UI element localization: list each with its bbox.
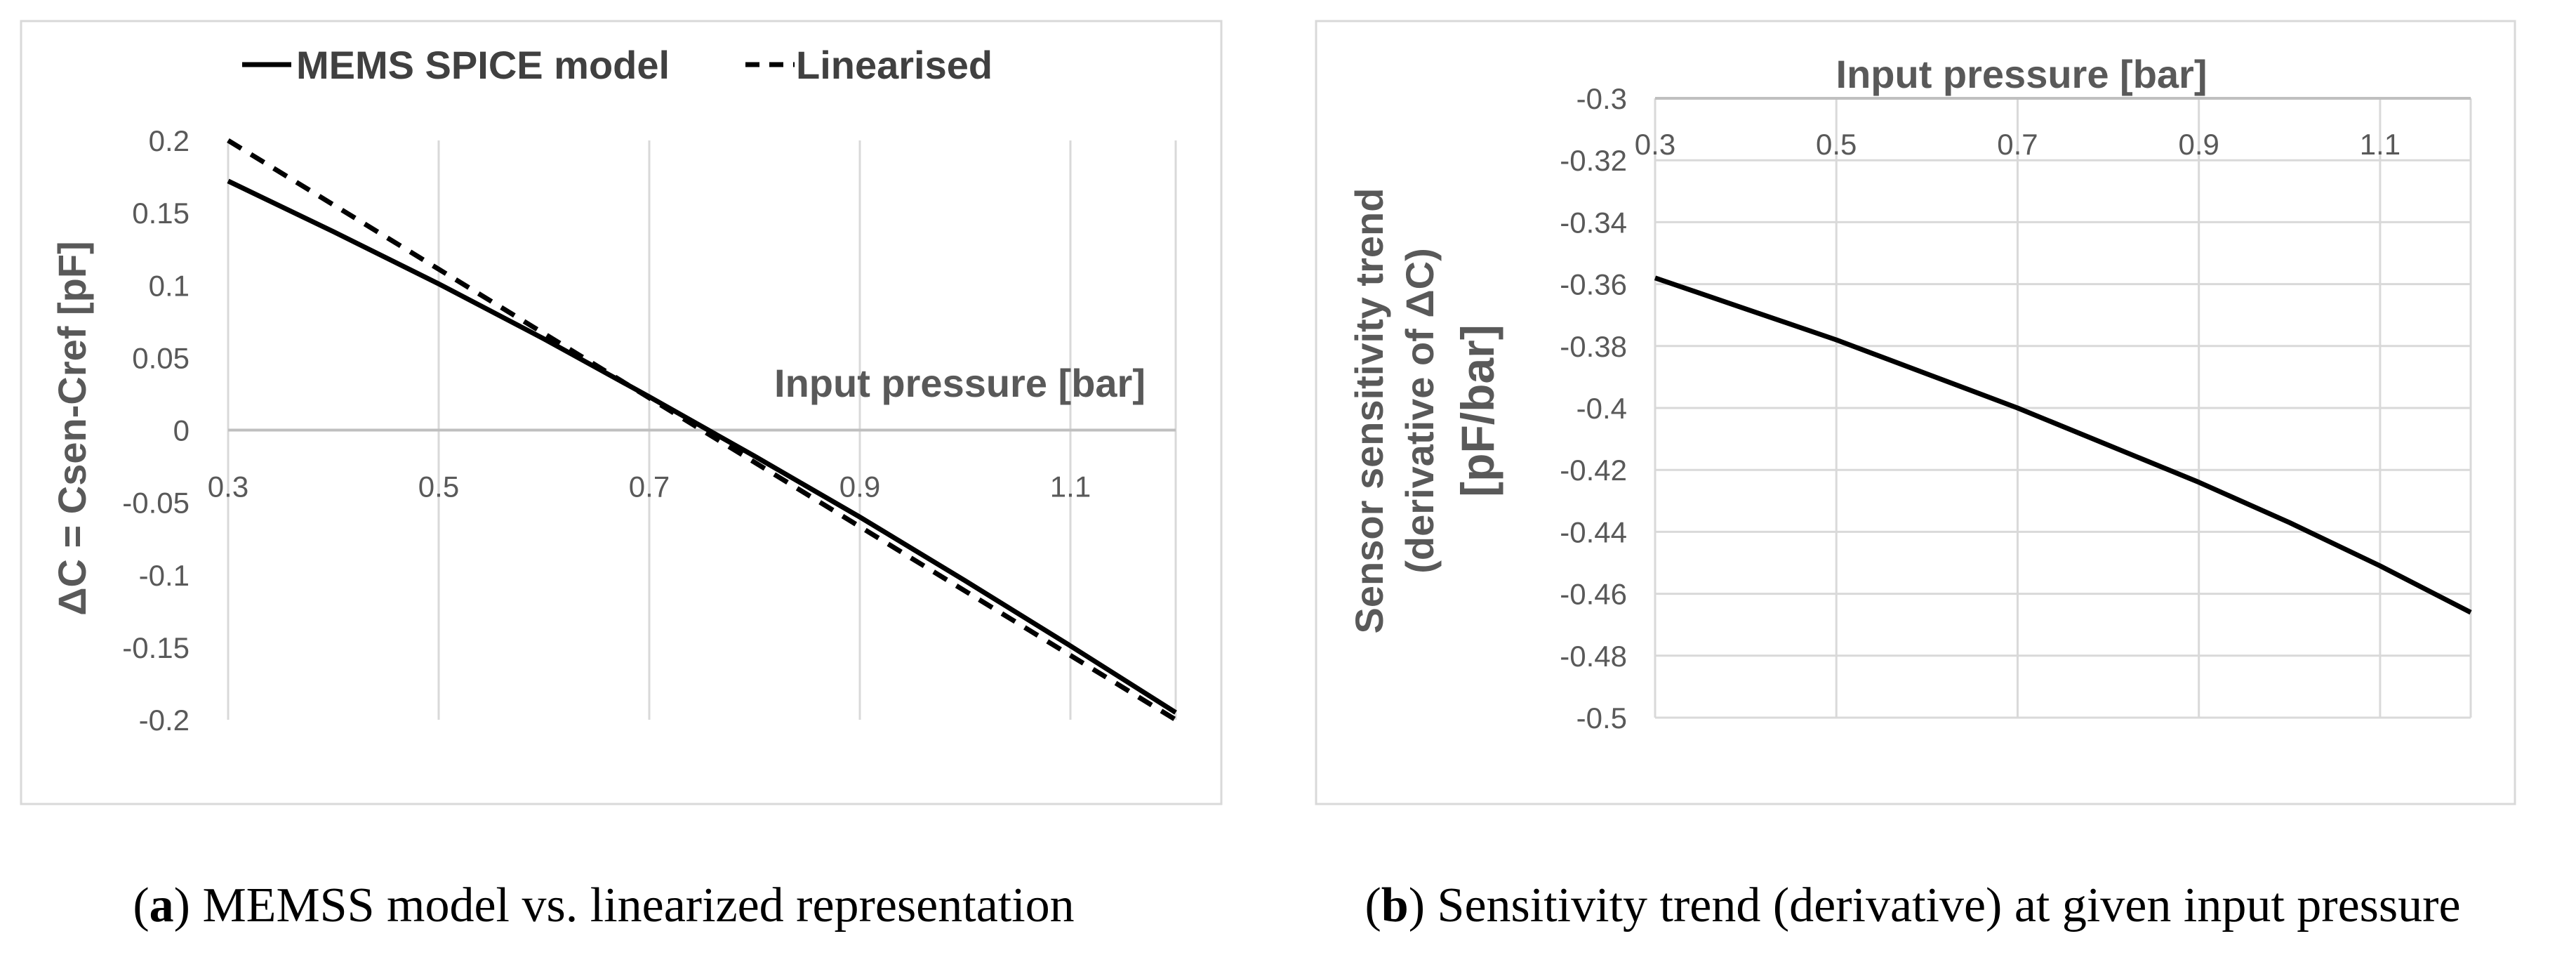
caption-a-text: MEMSS model vs. linearized representatio… bbox=[202, 878, 1074, 933]
chart-b: -0.3 -0.32 -0.34 -0.36 -0.38 -0.4 -0.42 -0.44 -0… bbox=[1315, 20, 2516, 805]
chart-a-x-tick-label: 0.7 bbox=[629, 470, 670, 503]
caption-b-text: Sensitivity trend (derivative) at given … bbox=[1438, 878, 2461, 933]
chart-a-y-tick-label: 0.15 bbox=[132, 197, 190, 230]
chart-a-x-tick-label: 1.1 bbox=[1050, 470, 1091, 503]
chart-a-x-tick-label: 0.9 bbox=[839, 470, 880, 503]
chart-a-y-tick-label: 0 bbox=[173, 414, 190, 447]
chart-a-y-tick-label: -0.15 bbox=[122, 631, 190, 664]
chart-b-x-tick-label: 0.7 bbox=[1997, 128, 2038, 161]
chart-a-y-tick-label: 0.05 bbox=[132, 341, 190, 374]
chart-b-y-tick-label: -0.38 bbox=[1560, 330, 1627, 363]
legend-label-series-2: Linearised bbox=[796, 43, 992, 87]
chart-b-y-tick-label: -0.36 bbox=[1560, 268, 1627, 301]
chart-b-x-axis-title: Input pressure [bar] bbox=[1836, 52, 2207, 96]
chart-b-y-tick-label: -0.3 bbox=[1576, 82, 1627, 115]
chart-b-x-tick-label: 0.9 bbox=[2178, 128, 2219, 161]
chart-b-y-axis-title-line-2: (derivative of ΔC) bbox=[1397, 248, 1442, 573]
chart-b-y-tick-label: -0.5 bbox=[1576, 701, 1627, 734]
chart-a-y-tick-label: -0.1 bbox=[139, 559, 190, 592]
chart-b-y-tick-label: -0.48 bbox=[1560, 640, 1627, 673]
caption-a-label: a bbox=[150, 878, 174, 933]
chart-a-series bbox=[227, 138, 1177, 722]
chart-a-x-tick-label: 0.5 bbox=[418, 470, 459, 503]
chart-b-x-tick-label: 1.1 bbox=[2360, 128, 2401, 161]
chart-a-frame bbox=[20, 20, 1223, 805]
chart-a-x-axis-title: Input pressure [bar] bbox=[774, 361, 1146, 405]
chart-b-x-tick-labels: 0.3 0.5 0.7 0.9 1.1 bbox=[1635, 128, 2401, 161]
chart-b-series-line-1 bbox=[1654, 275, 2472, 615]
chart-a-y-tick-label: -0.2 bbox=[139, 704, 190, 737]
chart-a-x-tick-labels: 0.3 0.5 0.7 0.9 1.1 bbox=[208, 470, 1091, 503]
chart-b-y-axis-title-line-3: [pF/bar] bbox=[1452, 324, 1503, 497]
chart-b-y-tick-label: -0.44 bbox=[1560, 515, 1627, 548]
caption-b-label: b bbox=[1381, 878, 1409, 933]
chart-a-y-axis-title: ΔC = Csen-Cref [pF] bbox=[50, 241, 94, 615]
chart-b-y-tick-label: -0.46 bbox=[1560, 578, 1627, 611]
chart-b-x-tick-label: 0.5 bbox=[1816, 128, 1857, 161]
chart-a-legend: MEMS SPICE model Linearised bbox=[242, 43, 992, 87]
chart-b-series bbox=[1654, 275, 2472, 615]
caption-a: (a) MEMSS model vs. linearized represent… bbox=[133, 878, 1074, 933]
chart-a-x-tick-label: 0.3 bbox=[208, 470, 248, 503]
chart-a-y-tick-label: 0.1 bbox=[149, 269, 190, 302]
chart-b-y-tick-label: -0.32 bbox=[1560, 144, 1627, 177]
caption-b: (b) Sensitivity trend (derivative) at gi… bbox=[1365, 878, 2460, 933]
chart-b-y-tick-label: -0.34 bbox=[1560, 206, 1627, 239]
chart-a-y-tick-label: -0.05 bbox=[122, 487, 190, 520]
chart-a: 0.2 0.15 0.1 0.05 0 -0.05 -0.1 -0.15 -0.2 0.3 0.5… bbox=[20, 20, 1223, 805]
chart-b-y-tick-labels: -0.3 -0.32 -0.34 -0.36 -0.38 -0.4 -0.42 -0.44 -0… bbox=[1560, 82, 1627, 734]
chart-b-y-tick-label: -0.42 bbox=[1560, 454, 1627, 487]
chart-a-y-tick-labels: 0.2 0.15 0.1 0.05 0 -0.05 -0.1 -0.15 -0.2 bbox=[122, 124, 190, 737]
chart-b-y-tick-label: -0.4 bbox=[1576, 392, 1627, 425]
legend-label-series-1: MEMS SPICE model bbox=[296, 43, 670, 87]
chart-b-frame bbox=[1315, 20, 2516, 805]
chart-a-series-line-1 bbox=[227, 178, 1177, 715]
chart-b-x-tick-label: 0.3 bbox=[1635, 128, 1675, 161]
chart-b-y-axis-title-line-1: Sensor sensitivity trend bbox=[1347, 188, 1391, 634]
chart-a-y-tick-label: 0.2 bbox=[149, 124, 190, 157]
chart-b-y-axis-title: Sensor sensitivity trend (derivative of … bbox=[1347, 188, 1503, 634]
